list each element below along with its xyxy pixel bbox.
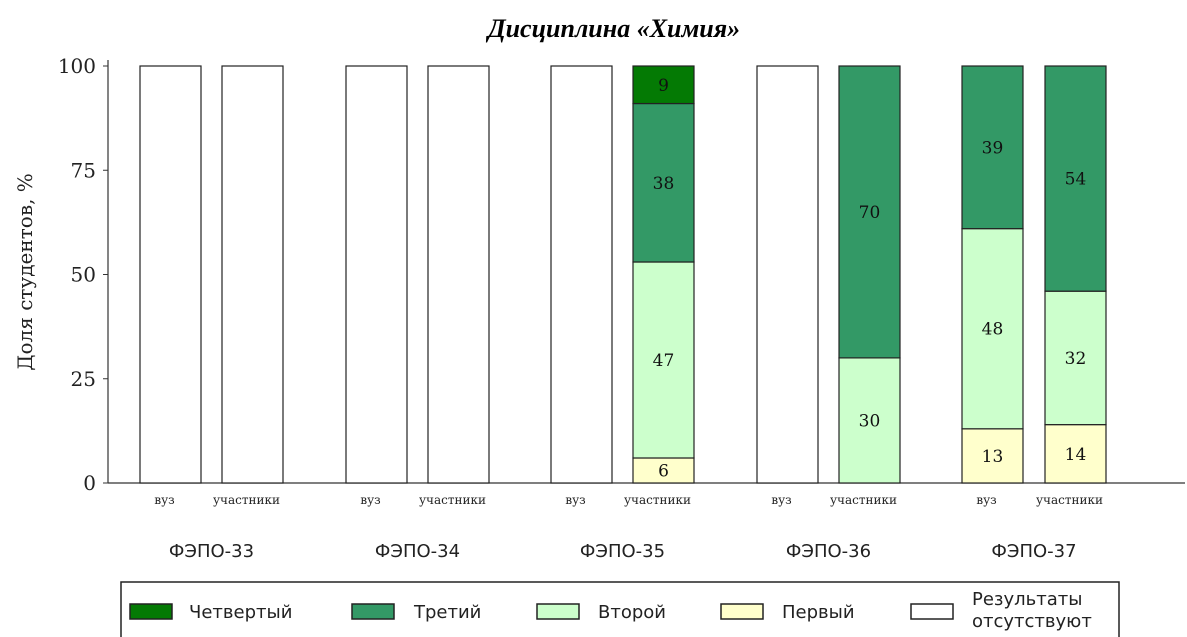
y-tick-label: 75: [71, 158, 96, 182]
subcategory-label: вуз: [771, 493, 791, 507]
subcategory-label: участники: [419, 493, 486, 507]
y-tick-label: 50: [71, 263, 96, 287]
subcategory-label: вуз: [360, 493, 380, 507]
data-label: 6: [658, 461, 669, 481]
group-label: ФЭПО-34: [375, 541, 460, 562]
data-label: 48: [982, 320, 1004, 340]
legend-swatch: [129, 603, 173, 620]
bar-no-results: [345, 65, 408, 484]
bar-segment: [1044, 290, 1107, 426]
bar-no-results: [221, 65, 284, 484]
bar-no-results: [756, 65, 819, 484]
bar-segment: [632, 457, 695, 484]
data-label: 14: [1065, 445, 1087, 465]
bar-segment: [632, 102, 695, 263]
legend-swatch: [536, 603, 580, 620]
data-label: 9: [658, 76, 669, 96]
data-label: 47: [653, 351, 675, 371]
subcategory-label: вуз: [154, 493, 174, 507]
legend-label: Первый: [782, 602, 855, 623]
y-tick-label: 25: [71, 367, 96, 391]
subcategory-label: участники: [624, 493, 691, 507]
data-label: 39: [982, 138, 1004, 158]
subcategory-label: участники: [213, 493, 280, 507]
legend-label: Второй: [598, 602, 666, 623]
legend-swatch: [720, 603, 764, 620]
legend-label: Четвертый: [189, 602, 292, 623]
bar-segment: [961, 428, 1024, 484]
data-label: 32: [1065, 349, 1087, 369]
bar-segment: [838, 357, 901, 484]
data-label: 70: [859, 203, 881, 223]
bar-segment: [961, 65, 1024, 230]
subcategory-label: участники: [1036, 493, 1103, 507]
plot-area: 0 25 50 75 100 6 47 38 9 30 70 13 48 39 14 32 54 вуз участ…: [58, 54, 1185, 562]
subcategory-label: участники: [830, 493, 897, 507]
y-tick-label: 0: [83, 471, 96, 495]
chart-title: Дисциплина «Химия»: [486, 14, 740, 43]
legend-swatch: [910, 603, 954, 620]
bar-segment: [838, 65, 901, 359]
legend-label: Третий: [413, 602, 481, 623]
bar-no-results: [139, 65, 202, 484]
group-label: ФЭПО-37: [991, 541, 1076, 562]
data-label: 38: [653, 174, 675, 194]
y-tick-label: 100: [58, 54, 96, 78]
group-label: ФЭПО-33: [169, 541, 254, 562]
legend-label: Результаты отсутствуют: [972, 589, 1092, 632]
bar-segment: [632, 261, 695, 459]
legend-swatch: [351, 603, 395, 620]
data-label: 13: [982, 447, 1004, 467]
data-label: 30: [859, 411, 881, 431]
subcategory-label: вуз: [976, 493, 996, 507]
bar-segment: [1044, 65, 1107, 292]
group-label: ФЭПО-35: [580, 541, 665, 562]
data-label: 54: [1065, 170, 1087, 190]
group-label: ФЭПО-36: [786, 541, 871, 562]
legend: Четвертый Третий Второй Первый Результаты отс…: [120, 581, 1120, 637]
bar-segment: [961, 228, 1024, 430]
bar-segment: [1044, 424, 1107, 484]
bar-segment: [632, 65, 695, 105]
bar-no-results: [427, 65, 490, 484]
subcategory-label: вуз: [565, 493, 585, 507]
y-axis-label: Доля студентов, %: [13, 173, 37, 371]
bar-no-results: [550, 65, 613, 484]
